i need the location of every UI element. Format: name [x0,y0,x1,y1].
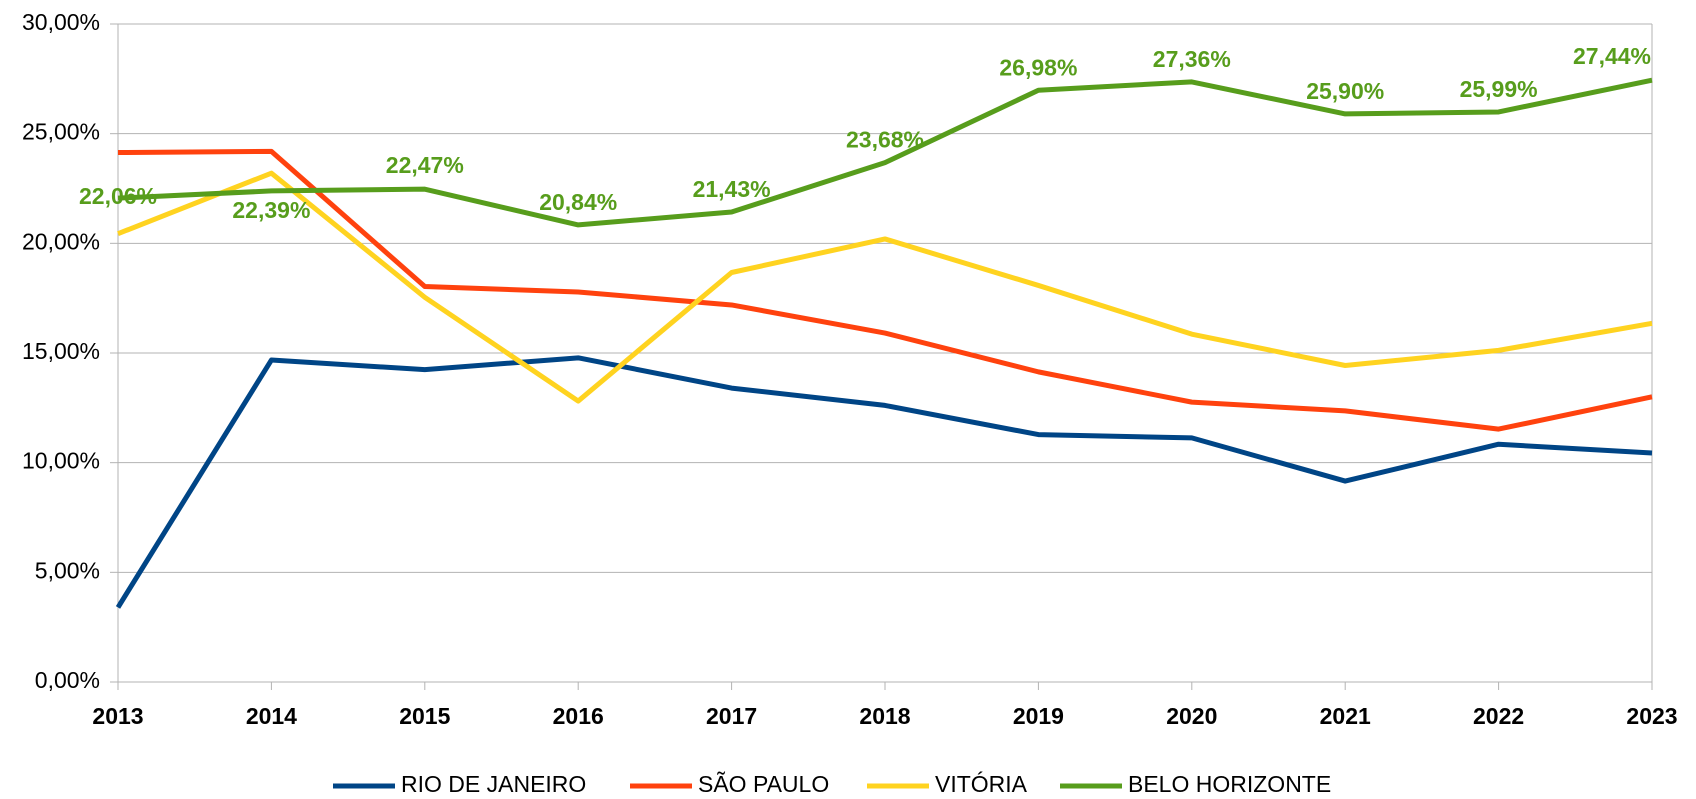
series-line [117,148,1653,432]
legend-label: SÃO PAULO [698,771,829,797]
legend-label: VITÓRIA [935,771,1028,797]
series-line [117,77,1653,228]
data-label: 25,90% [1306,78,1384,104]
legend-label: RIO DE JANEIRO [401,771,586,797]
x-tick-label: 2013 [92,703,143,729]
x-tick-label: 2019 [1013,703,1064,729]
data-label: 22,06% [79,183,157,209]
x-tick-label: 2018 [859,703,910,729]
x-tick-label: 2015 [399,703,450,729]
x-tick-label: 2022 [1473,703,1524,729]
data-label: 23,68% [846,127,924,153]
data-label: 27,44% [1573,43,1651,69]
y-tick-label: 10,00% [22,448,100,474]
series-line [115,355,1653,609]
data-label: 20,84% [539,189,617,215]
data-label: 22,47% [386,152,464,178]
data-label: 22,39% [232,197,310,223]
data-label: 26,98% [999,54,1077,80]
x-tick-label: 2023 [1626,703,1677,729]
series-line [117,170,1653,404]
x-tick-label: 2021 [1320,703,1371,729]
x-tick-label: 2016 [553,703,604,729]
y-tick-label: 0,00% [35,667,100,693]
x-tick-label: 2014 [246,703,297,729]
data-label: 21,43% [693,176,771,202]
y-tick-label: 5,00% [35,557,100,583]
legend-label: BELO HORIZONTE [1128,771,1331,797]
x-tick-label: 2017 [706,703,757,729]
data-label: 25,99% [1460,76,1538,102]
x-tick-label: 2020 [1166,703,1217,729]
data-label: 27,36% [1153,46,1231,72]
y-tick-label: 20,00% [22,228,100,254]
y-tick-label: 30,00% [22,9,100,35]
y-tick-label: 25,00% [22,119,100,145]
y-tick-label: 15,00% [22,338,100,364]
